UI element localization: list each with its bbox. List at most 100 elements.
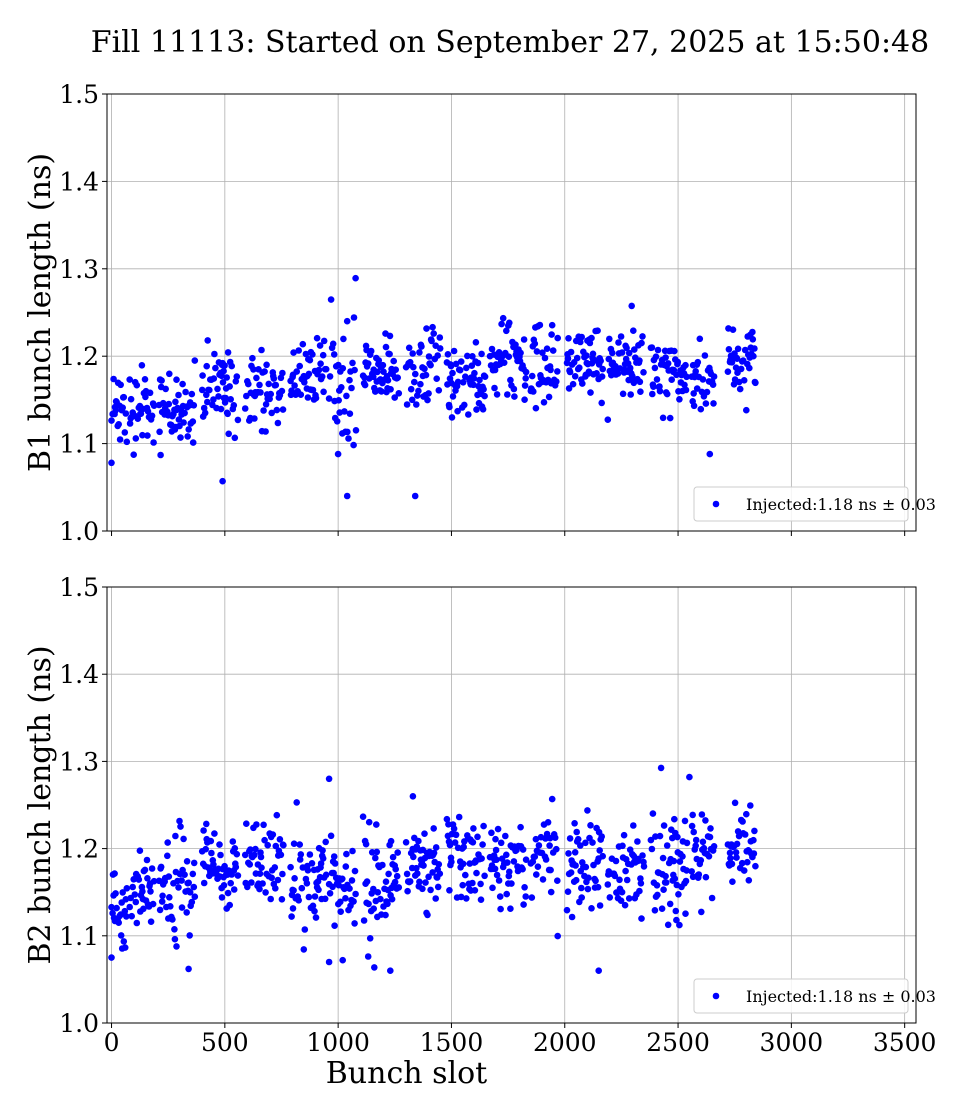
data-point [233,850,241,858]
data-point [479,841,486,848]
data-point [406,358,414,366]
data-point [318,373,326,380]
data-point [533,348,541,355]
data-point [164,852,171,860]
data-point [329,340,337,348]
data-point [547,366,554,374]
data-point [126,420,134,427]
data-point [256,381,263,389]
data-point [304,394,312,401]
data-point [264,841,272,849]
data-point [495,877,503,884]
data-point [392,366,400,374]
y-tick-label: 1.4 [59,660,99,689]
data-point [663,842,671,849]
data-point [588,905,595,912]
data-point [578,884,585,892]
data-point [577,338,584,346]
data-point [248,879,255,886]
data-point [148,412,156,420]
data-point [156,428,163,436]
data-point [446,841,454,849]
data-point [554,334,561,342]
data-point [710,373,718,380]
data-point [425,353,433,360]
data-point [547,866,554,874]
data-point [568,913,576,921]
data-point [708,894,716,902]
data-point [389,853,397,861]
data-point [564,355,572,362]
data-point [298,884,306,892]
data-point [290,349,297,356]
data-point [108,459,115,467]
data-point [214,385,221,393]
data-point [648,344,656,351]
data-point [150,402,158,410]
data-point [244,883,251,891]
data-point [203,820,210,828]
data-point [493,391,501,398]
data-point [496,893,504,900]
data-point [566,835,574,842]
data-point [362,840,370,848]
data-point [122,410,130,417]
data-point [227,396,234,403]
data-point [481,872,488,880]
data-point [173,943,180,950]
data-point [689,811,696,819]
data-point [583,352,590,359]
data-point [662,879,670,886]
data-point [245,380,252,388]
data-point [553,845,560,853]
data-point [623,344,630,352]
data-point [606,894,614,901]
data-point [113,904,120,912]
data-point [539,876,547,883]
data-point [435,861,443,868]
data-point [108,903,115,911]
data-point [522,893,529,900]
data-point [165,873,173,880]
data-point [741,346,749,354]
data-point [692,368,699,375]
data-point [411,378,418,386]
data-point [256,885,263,893]
data-point [454,378,462,386]
data-point [429,323,436,331]
data-point [421,830,428,837]
data-point [566,368,574,376]
data-point [220,367,227,375]
data-point [432,895,440,902]
data-point [569,380,577,388]
data-point [743,810,750,818]
data-point [618,349,626,356]
data-point [690,402,698,410]
data-point [317,360,324,368]
data-point [217,405,225,413]
data-point [190,883,198,891]
data-point [272,381,280,389]
data-point [371,964,378,971]
data-point [676,396,683,403]
data-point [180,835,187,843]
data-point [582,863,590,871]
data-point [706,833,714,841]
data-point [198,386,206,394]
data-point [253,821,260,828]
data-point [636,357,643,364]
data-point [169,916,176,923]
data-point [452,360,460,368]
data-point [546,842,553,849]
data-point [577,842,584,849]
data-point [232,863,240,871]
data-point [519,865,526,873]
data-point [662,354,669,361]
data-point [133,919,141,927]
data-point [428,337,435,345]
data-point [541,354,549,362]
data-point [512,341,519,349]
data-point [211,830,218,837]
data-point [616,876,623,884]
legend: Injected:1.18 ns ± 0.03 [693,486,936,522]
